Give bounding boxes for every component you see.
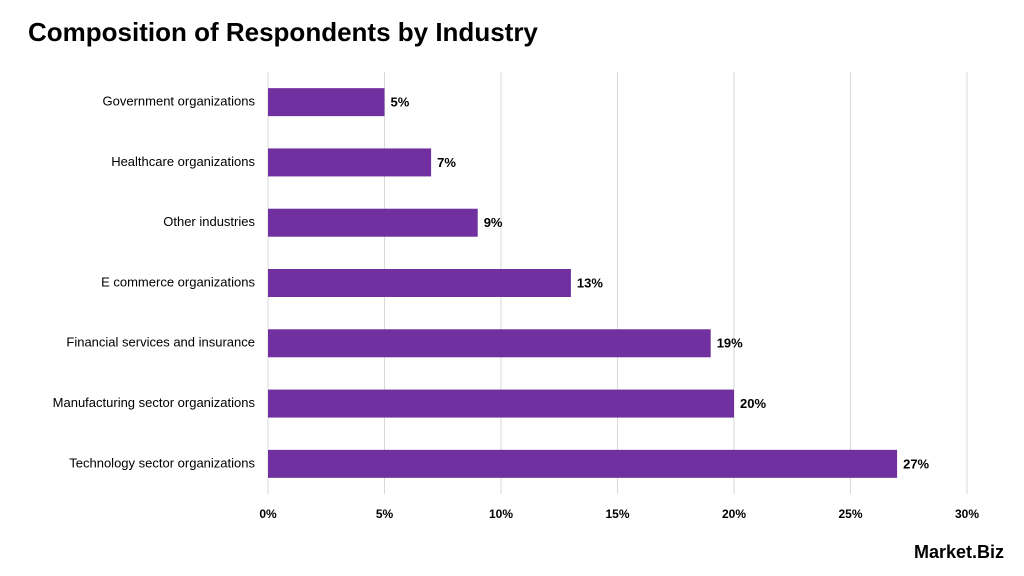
y-tick-label: E commerce organizations: [101, 274, 255, 289]
value-label: 13%: [577, 275, 603, 290]
chart-title: Composition of Respondents by Industry: [28, 17, 538, 47]
x-tick-label: 15%: [605, 507, 629, 521]
y-tick-label: Technology sector organizations: [69, 455, 255, 470]
bar: [268, 449, 898, 478]
logo: Market.Biz: [914, 542, 1004, 562]
bar: [268, 88, 385, 117]
x-tick-label: 30%: [955, 507, 979, 521]
bar: [268, 269, 571, 297]
y-tick-label: Financial services and insurance: [66, 335, 255, 350]
value-label: 9%: [484, 215, 503, 230]
value-label: 27%: [903, 456, 929, 471]
bar: [268, 389, 734, 418]
value-label: 5%: [391, 95, 410, 110]
x-tick-label: 10%: [489, 507, 513, 521]
y-tick-label: Government organizations: [103, 94, 256, 109]
value-label: 20%: [740, 396, 766, 411]
x-tick-label: 0%: [259, 507, 277, 521]
x-tick-label: 5%: [376, 507, 394, 521]
y-tick-label: Other industries: [163, 214, 255, 229]
y-tick-label: Manufacturing sector organizations: [53, 395, 256, 410]
value-label: 19%: [717, 336, 743, 351]
y-tick-label: Healthcare organizations: [111, 154, 255, 169]
x-tick-label: 20%: [722, 507, 746, 521]
bar: [268, 208, 478, 237]
bar: [268, 329, 711, 358]
x-tick-label: 25%: [838, 507, 862, 521]
bar: [268, 148, 432, 177]
value-label: 7%: [437, 155, 456, 170]
